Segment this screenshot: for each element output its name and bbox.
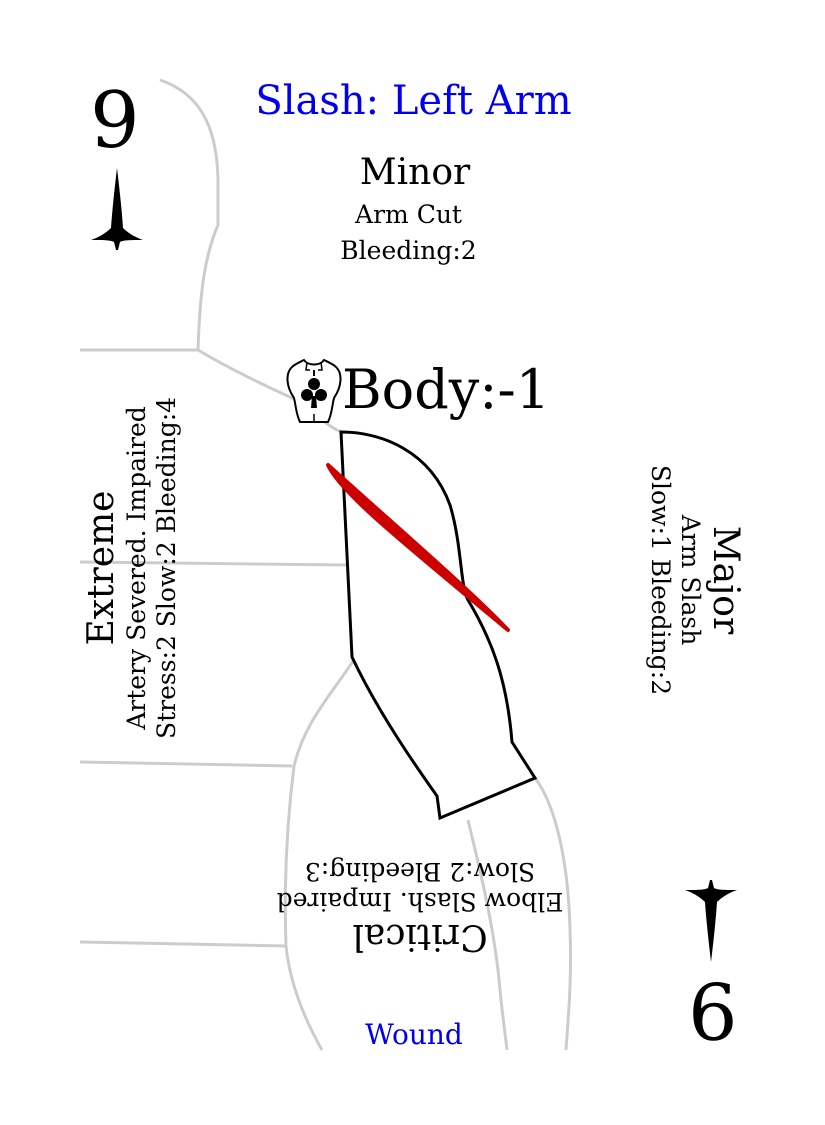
card-title: Slash: Left Arm	[255, 78, 572, 124]
major-status: Slow:1 Bleeding:2	[646, 464, 675, 696]
dagger-icon	[91, 168, 143, 250]
extreme-heading: Extreme	[81, 490, 122, 646]
critical-status: Slow:2 Bleeding:3	[304, 857, 536, 886]
slash-wound-mark	[326, 463, 510, 632]
critical-block: Critical Elbow Slash. Impaired Slow:2 Bl…	[220, 846, 620, 957]
minor-status: Bleeding:2	[340, 236, 477, 265]
critical-effect: Elbow Slash. Impaired	[276, 887, 564, 916]
major-effect: Arm Slash	[676, 514, 705, 646]
extreme-effect: Artery Severed. Impaired	[122, 406, 151, 730]
extreme-block: Extreme Artery Severed. Impaired Stress:…	[81, 358, 192, 778]
major-block: Major Arm Slash Slow:1 Bleeding:2	[635, 380, 746, 780]
torso-club-icon	[286, 358, 342, 423]
card-type-label: Wound	[365, 1018, 463, 1051]
dagger-icon	[685, 880, 737, 962]
minor-heading: Minor	[359, 152, 471, 193]
minor-effect: Arm Cut	[355, 200, 462, 229]
body-modifier: Body:-1	[342, 358, 551, 421]
rank-top-left: 9	[90, 76, 140, 166]
extreme-status: Stress:2 Slow:2 Bleeding:4	[152, 396, 181, 740]
critical-heading: Critical	[352, 916, 488, 957]
major-heading: Major	[705, 525, 746, 635]
